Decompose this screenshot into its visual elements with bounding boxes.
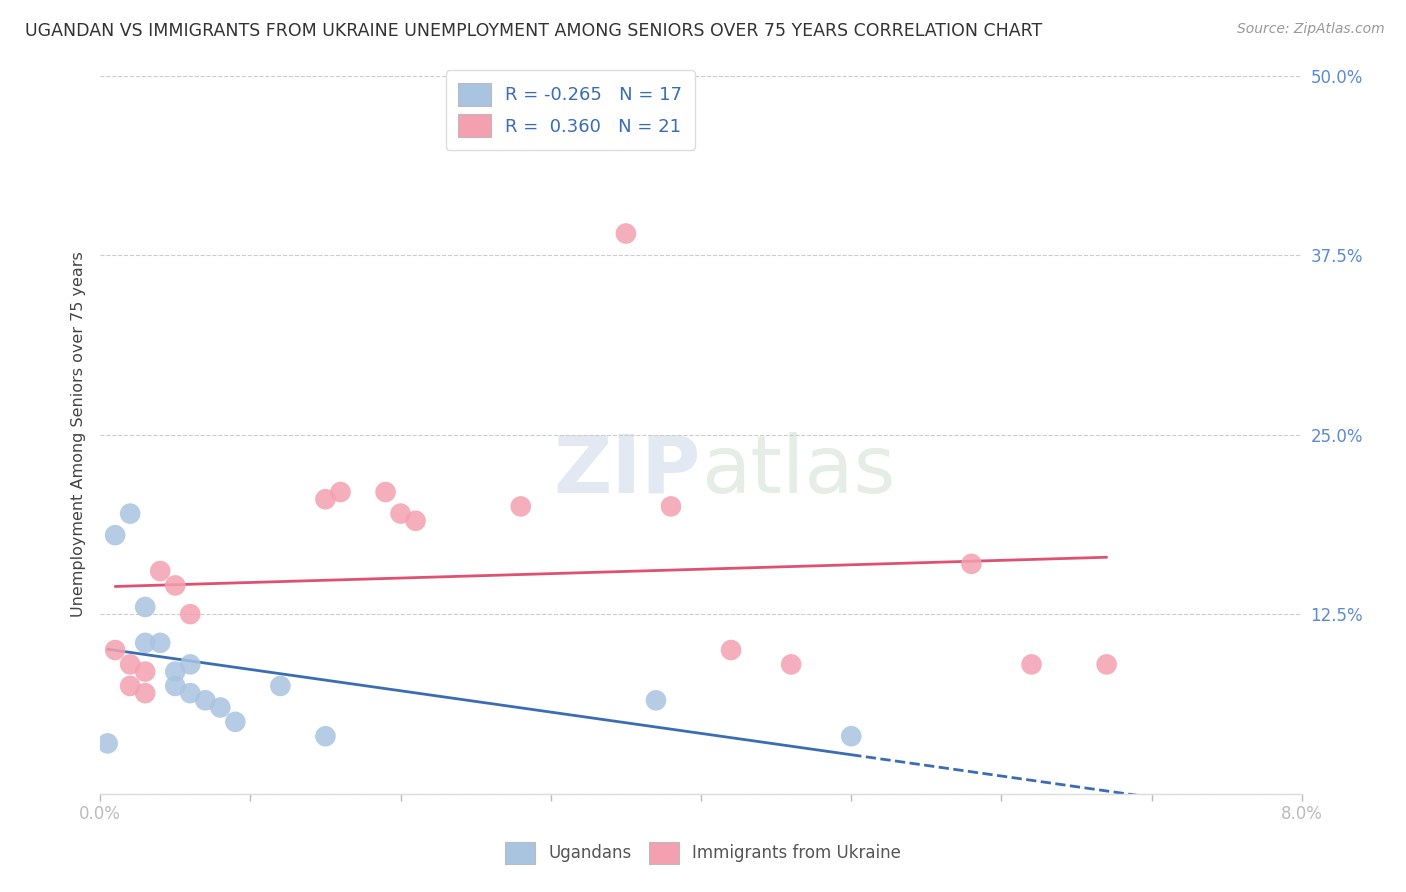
Y-axis label: Unemployment Among Seniors over 75 years: Unemployment Among Seniors over 75 years xyxy=(72,252,86,617)
Point xyxy=(374,485,396,500)
Point xyxy=(405,514,427,528)
Point xyxy=(149,636,172,650)
Point xyxy=(329,485,352,500)
Point xyxy=(209,700,232,714)
Point xyxy=(1095,657,1118,672)
Point xyxy=(224,714,246,729)
Point xyxy=(509,500,531,514)
Point xyxy=(645,693,668,707)
Point xyxy=(179,607,201,621)
Point xyxy=(839,729,862,743)
Point xyxy=(134,686,156,700)
Point xyxy=(960,557,983,571)
Point xyxy=(780,657,803,672)
Legend: R = -0.265   N = 17, R =  0.360   N = 21: R = -0.265 N = 17, R = 0.360 N = 21 xyxy=(446,70,695,150)
Legend: Ugandans, Immigrants from Ukraine: Ugandans, Immigrants from Ukraine xyxy=(499,836,907,871)
Text: ZIP: ZIP xyxy=(554,432,702,509)
Point xyxy=(134,599,156,614)
Point xyxy=(194,693,217,707)
Text: UGANDAN VS IMMIGRANTS FROM UKRAINE UNEMPLOYMENT AMONG SENIORS OVER 75 YEARS CORR: UGANDAN VS IMMIGRANTS FROM UKRAINE UNEMP… xyxy=(25,22,1043,40)
Point xyxy=(97,736,120,750)
Point xyxy=(134,636,156,650)
Point xyxy=(165,679,187,693)
Point xyxy=(389,507,412,521)
Point xyxy=(165,578,187,592)
Point xyxy=(720,643,742,657)
Point xyxy=(659,500,682,514)
Point xyxy=(179,657,201,672)
Point xyxy=(149,564,172,578)
Point xyxy=(314,729,336,743)
Point xyxy=(120,657,142,672)
Point xyxy=(269,679,291,693)
Point xyxy=(104,643,127,657)
Point xyxy=(179,686,201,700)
Point xyxy=(120,507,142,521)
Point xyxy=(134,665,156,679)
Text: atlas: atlas xyxy=(702,432,896,509)
Point xyxy=(1021,657,1043,672)
Point xyxy=(314,492,336,507)
Point xyxy=(165,665,187,679)
Point xyxy=(614,227,637,241)
Text: Source: ZipAtlas.com: Source: ZipAtlas.com xyxy=(1237,22,1385,37)
Point xyxy=(120,679,142,693)
Point xyxy=(104,528,127,542)
